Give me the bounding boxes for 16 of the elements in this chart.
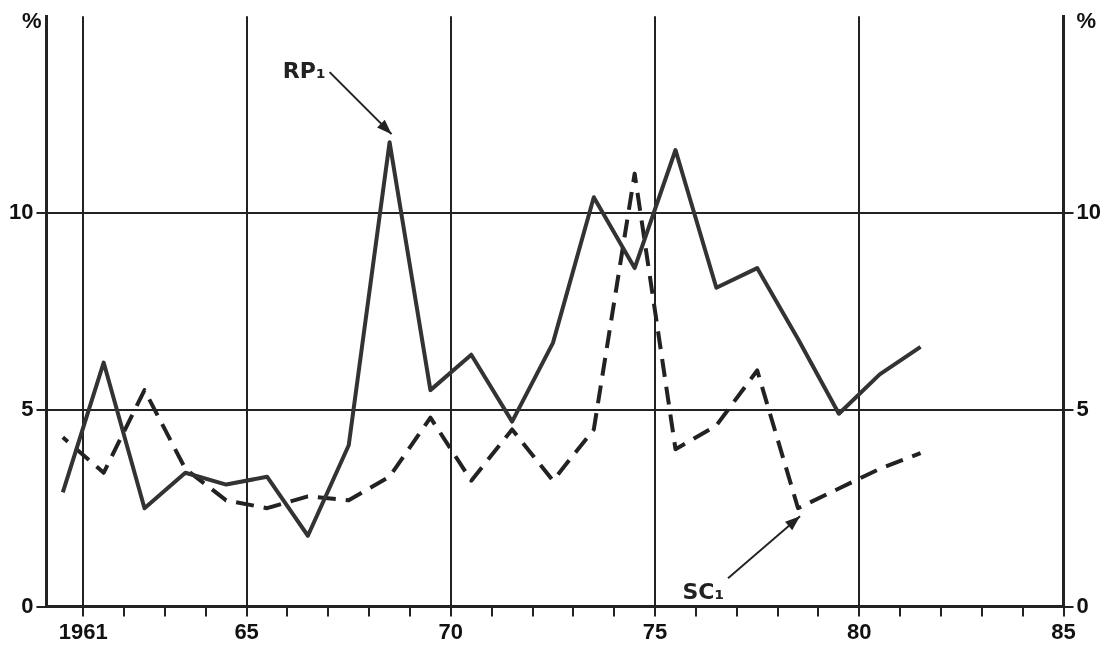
text: RP₁ [282, 57, 326, 83]
y2-axis-title: % [1076, 8, 1096, 34]
y-axis-title: % [22, 8, 42, 34]
x-tick-label: 65 [234, 618, 259, 644]
y2-tick-label: 5 [1076, 395, 1089, 421]
x-tick-label: 85 [1051, 618, 1076, 644]
x-tick-label: 80 [847, 618, 872, 644]
x-tick-label: 75 [642, 618, 668, 644]
text: SC₁ [682, 578, 725, 604]
y2-tick-label: 0 [1076, 592, 1089, 618]
x-tick-label: 70 [438, 618, 464, 644]
y-tick-label: 10 [8, 199, 34, 225]
y2-tick-label: 10 [1076, 199, 1102, 225]
x-tick-label: 1961 [58, 618, 108, 644]
y-tick-label: 5 [21, 395, 34, 421]
y-tick-label: 0 [21, 592, 34, 618]
